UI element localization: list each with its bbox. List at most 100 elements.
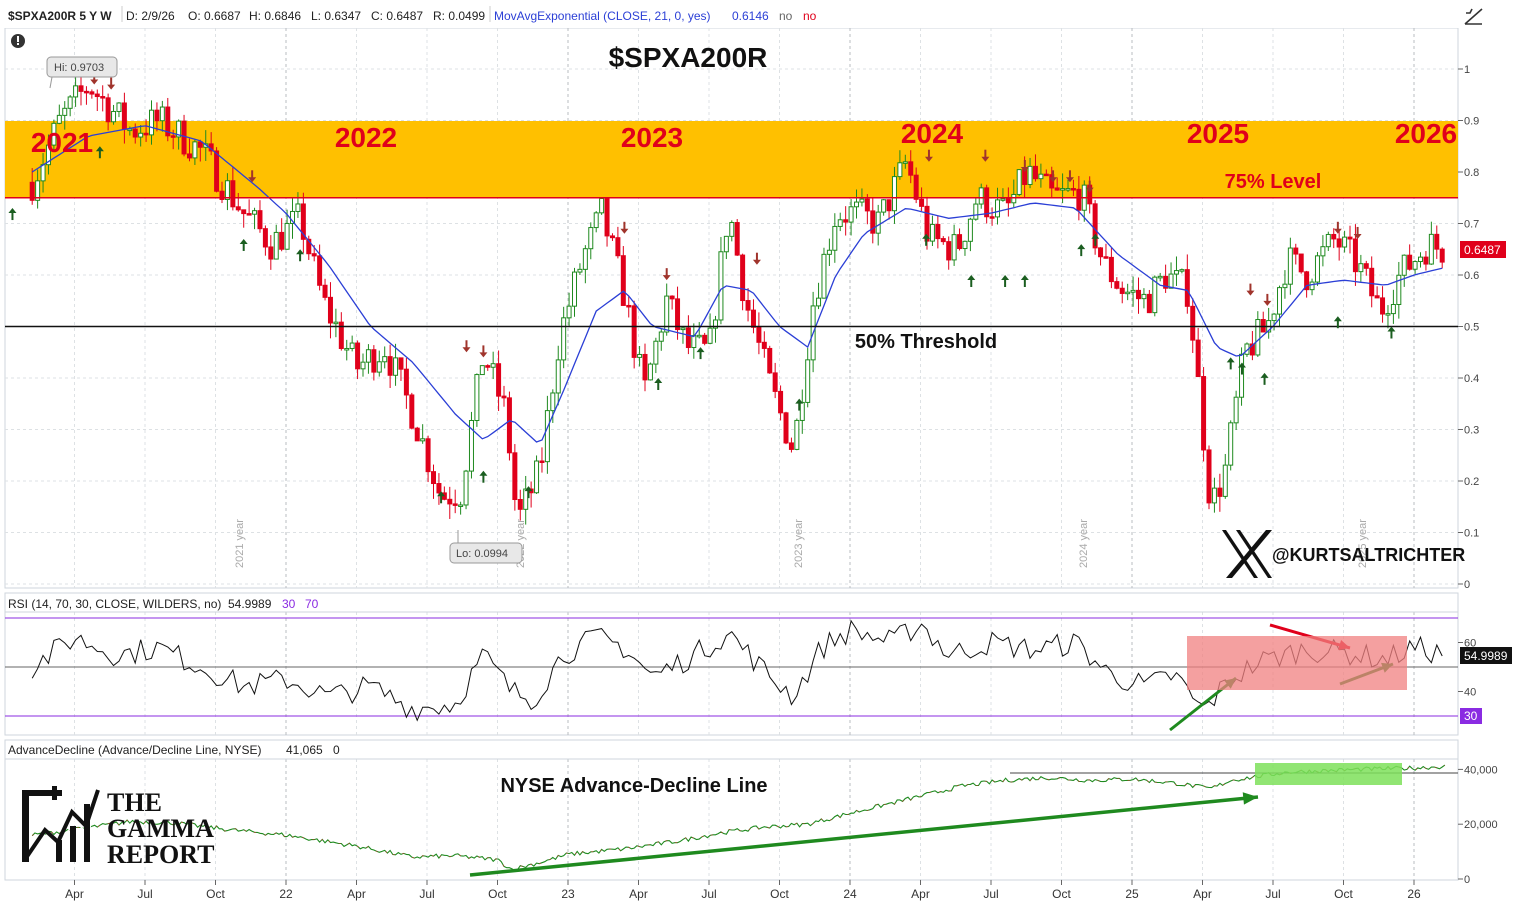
- candle-body: [685, 327, 691, 349]
- candle-body: [29, 181, 35, 201]
- candle-body: [1060, 188, 1066, 191]
- candle-body: [197, 141, 203, 148]
- candle-body: [1374, 295, 1380, 299]
- candle-body: [929, 223, 935, 242]
- candle-body: [902, 161, 908, 164]
- candle-body: [767, 347, 773, 374]
- ad-header: AdvanceDecline (Advance/Decline Line, NY…: [8, 743, 261, 757]
- candle-body: [729, 222, 735, 237]
- candle-body: [501, 395, 507, 399]
- ad-highlight-box: [1255, 763, 1402, 785]
- sell-signal-arrow-head: [1085, 187, 1094, 193]
- candle-body: [1222, 464, 1228, 497]
- candle-body: [1428, 233, 1434, 265]
- buy-signal-arrow-head: [1387, 326, 1396, 332]
- buy-signal-arrow-head: [524, 486, 533, 492]
- candle-body: [132, 128, 138, 138]
- candle-body: [604, 198, 610, 237]
- candle-body: [1239, 353, 1245, 398]
- candle-body: [615, 237, 621, 257]
- candle-body: [1320, 246, 1326, 257]
- candle-body: [1314, 255, 1320, 283]
- candle-body: [176, 120, 182, 138]
- buy-signal-arrow-head: [654, 378, 663, 383]
- ad-trend-arrow-head: [1242, 792, 1258, 805]
- sell-signal-arrow-head: [90, 79, 99, 85]
- info-icon[interactable]: [11, 34, 25, 48]
- main-title: $SPXA200R: [609, 42, 768, 73]
- candle-body: [1358, 263, 1364, 273]
- candle-body: [393, 357, 399, 376]
- x-tick-label: 25: [1125, 887, 1139, 901]
- candle-body: [1233, 396, 1239, 424]
- buy-signal-arrow-head: [922, 233, 931, 239]
- y-tick-label: 1: [1464, 64, 1470, 76]
- candle-body: [740, 254, 746, 302]
- candle-body: [317, 255, 323, 286]
- buy-signal-arrow-head: [479, 470, 488, 476]
- candle-body: [474, 374, 480, 422]
- candle-body: [599, 198, 605, 214]
- y-tick-label: 0.3: [1464, 425, 1479, 437]
- candle-body: [51, 122, 57, 146]
- candle-body: [978, 187, 984, 205]
- candle-body: [279, 231, 285, 250]
- x-tick-label: 22: [279, 887, 293, 901]
- candle-body: [669, 295, 675, 300]
- candle-body: [1390, 304, 1396, 315]
- candle-body: [989, 216, 995, 219]
- year-label-2022: 2022: [335, 122, 397, 153]
- candle-body: [1369, 267, 1375, 297]
- x-logo-icon: [1222, 530, 1272, 578]
- candle-body: [1146, 293, 1152, 314]
- candle-body: [257, 210, 263, 230]
- candle-body: [1152, 276, 1158, 314]
- candle-body: [512, 452, 518, 501]
- ad-extra: 0: [333, 743, 340, 757]
- candle-body: [1412, 261, 1418, 270]
- candle-body: [691, 335, 697, 349]
- year-marker-2025: 2025 year: [1357, 519, 1369, 568]
- x-tick-label: Apr: [1193, 887, 1212, 901]
- candle-body: [1141, 293, 1147, 300]
- candle-body: [311, 253, 317, 257]
- candle-body: [973, 203, 979, 220]
- study-label[interactable]: MovAvgExponential (CLOSE, 21, 0, yes): [494, 9, 711, 23]
- candle-body: [642, 353, 648, 381]
- candle-body: [181, 120, 187, 155]
- candle-body: [1103, 256, 1109, 259]
- candle-body: [338, 321, 344, 349]
- candle-body: [1098, 247, 1104, 258]
- candle-body: [1352, 238, 1358, 273]
- rsi-highlight-box: [1187, 636, 1407, 690]
- candle-body: [1168, 273, 1174, 289]
- y-tick-label: 0.8: [1464, 167, 1479, 179]
- candle-body: [1173, 270, 1179, 275]
- sell-signal-arrow-head: [107, 84, 116, 90]
- candle-body: [816, 297, 822, 307]
- rsi-line: [31, 619, 1443, 722]
- candle-body: [224, 180, 230, 200]
- candle-body: [192, 141, 198, 159]
- drawing-tool-icon[interactable]: [1462, 4, 1484, 26]
- candle-body: [794, 419, 800, 450]
- candle-body: [1119, 287, 1125, 294]
- date-label: D: 2/9/26: [126, 9, 175, 23]
- symbol-label[interactable]: $SPXA200R 5 Y W: [8, 9, 112, 23]
- candle-body: [262, 228, 268, 248]
- sell-signal-arrow-head: [924, 156, 933, 162]
- buy-signal-arrow-head: [1333, 316, 1342, 322]
- candle-body: [1179, 269, 1185, 272]
- axis-ticks: Apr Jul Oct 22 Apr Jul Oct 23 Apr Jul Oct 24 Apr Jul O…: [65, 64, 1498, 901]
- candle-body: [1309, 281, 1315, 291]
- buy-signal-arrow-head: [1260, 372, 1269, 378]
- buy-signal-arrow-head: [967, 275, 976, 280]
- candle-body: [165, 106, 171, 137]
- buy-signal-arrow-head: [437, 491, 446, 497]
- buy-signal-arrow-head: [1020, 275, 1029, 280]
- rsi-value: 54.9989: [228, 597, 272, 611]
- candle-body: [143, 132, 149, 136]
- ad-y-tick-label: 0: [1464, 874, 1470, 886]
- candle-body: [284, 222, 290, 250]
